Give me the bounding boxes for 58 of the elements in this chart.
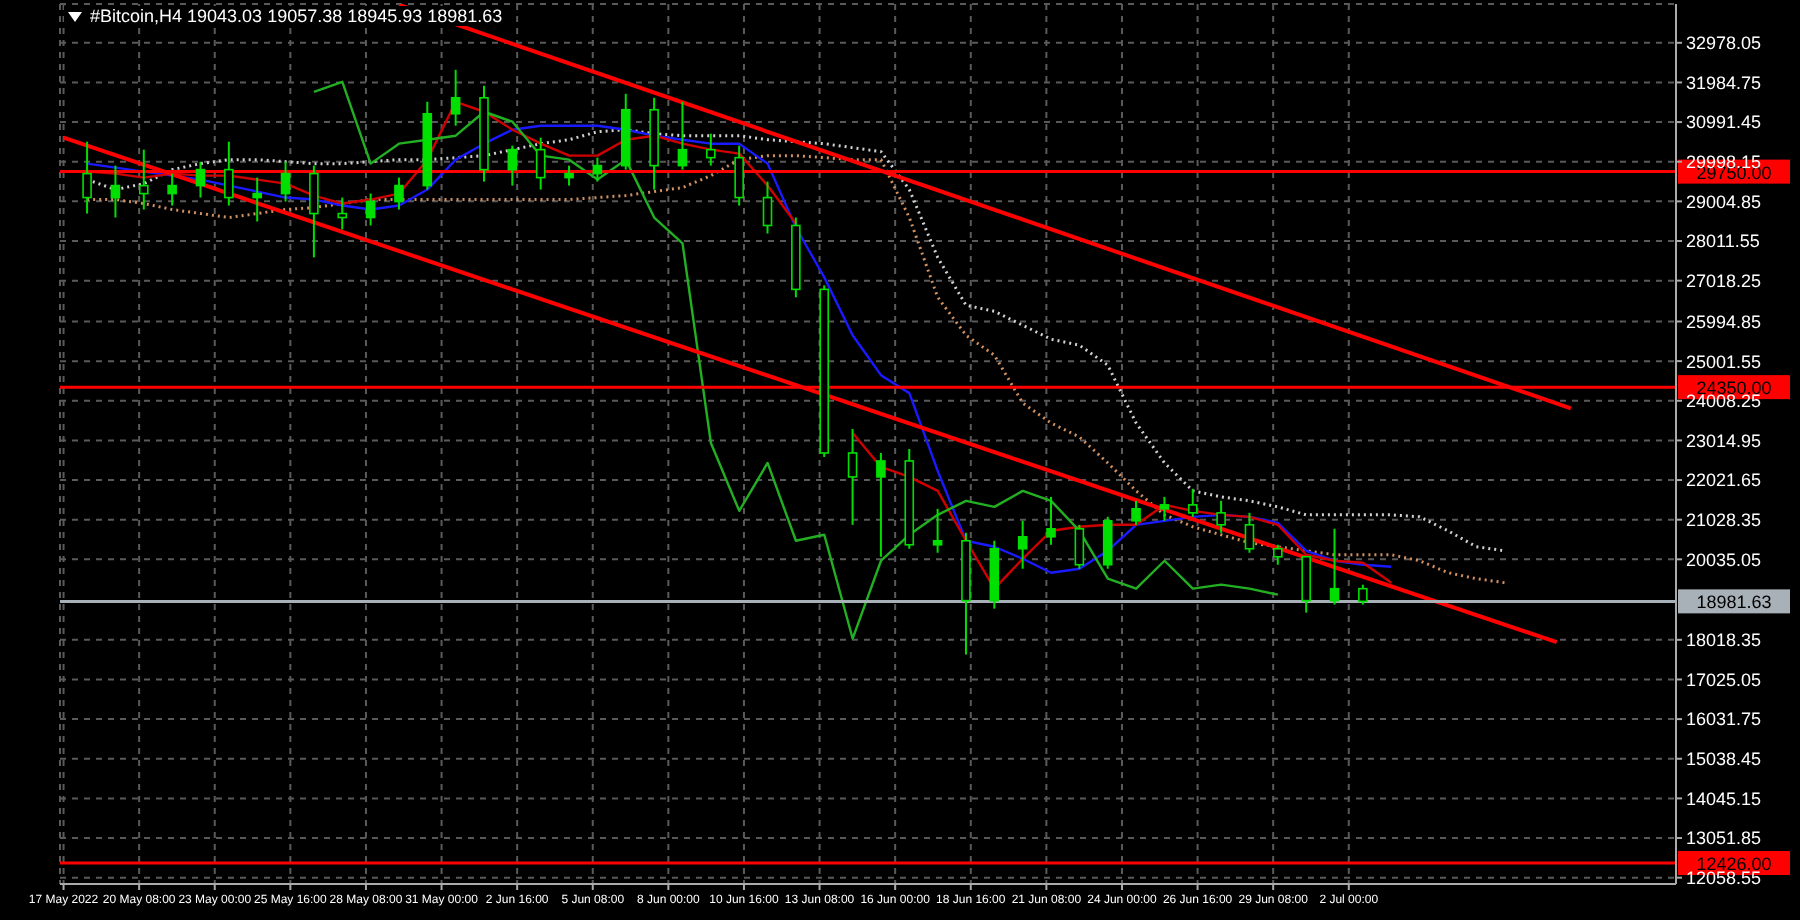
y-tick-label: 17025.05 <box>1686 669 1762 690</box>
candlestick <box>309 164 319 259</box>
candlestick <box>365 192 376 227</box>
y-tick-label: 22021.65 <box>1686 470 1762 491</box>
y-tick-label: 16031.75 <box>1686 709 1762 730</box>
candlestick <box>280 160 291 203</box>
ref-line-label: 18981.63 <box>1696 592 1772 613</box>
y-tick-label: 28011.55 <box>1686 231 1760 252</box>
y-tick-label: 13051.85 <box>1686 828 1762 849</box>
candlestick <box>734 144 744 207</box>
candlestick <box>1273 543 1283 566</box>
y-tick-label: 25994.85 <box>1686 311 1762 332</box>
candlestick <box>876 451 886 558</box>
y-tick-label: 18018.35 <box>1686 630 1762 651</box>
candlestick <box>195 160 206 199</box>
candlestick <box>394 176 404 211</box>
y-tick-label: 32978.05 <box>1686 33 1762 54</box>
y-tick-label: 14045.15 <box>1686 788 1762 809</box>
candlestick <box>1187 487 1198 518</box>
candlestick <box>1046 495 1056 546</box>
candlestick <box>677 100 688 171</box>
candlestick <box>1329 527 1340 606</box>
candlestick <box>252 176 262 223</box>
candlestick <box>1017 519 1028 570</box>
candlestick <box>224 140 234 207</box>
y-tick-label: 15038.45 <box>1686 749 1762 770</box>
candlestick <box>706 132 716 167</box>
candlestick <box>138 148 149 211</box>
candlestick <box>1131 499 1141 526</box>
y-tick-label: 30991.45 <box>1686 112 1762 133</box>
candlestick <box>167 172 177 207</box>
candlestick <box>110 164 121 219</box>
candlestick <box>847 428 858 526</box>
candlestick <box>337 196 348 231</box>
y-tick-label: 25001.55 <box>1686 351 1762 372</box>
candlestick <box>1301 555 1311 614</box>
candlestick <box>1358 583 1368 606</box>
candlestick <box>1102 515 1113 570</box>
line-series <box>312 80 1280 640</box>
candlestick <box>1074 523 1085 570</box>
candlestick <box>1159 495 1170 522</box>
candlestick <box>82 140 92 215</box>
candlestick <box>535 136 546 191</box>
y-tick-label: 31984.75 <box>1686 72 1762 93</box>
y-tick-label: 23014.95 <box>1686 430 1762 451</box>
candlestick <box>1216 499 1226 534</box>
candlestick <box>507 144 518 187</box>
y-tick-label: 29004.85 <box>1686 191 1762 212</box>
candlestick <box>592 156 603 183</box>
candlestick <box>932 507 943 554</box>
y-tick-label: 20035.05 <box>1686 549 1762 570</box>
y-tick-label: 27018.25 <box>1686 271 1762 292</box>
candlestick <box>564 164 574 187</box>
chart-title: #Bitcoin,H4 19043.03 19057.38 18945.93 18981.63 <box>90 6 503 26</box>
candlestick <box>762 180 773 235</box>
y-tick-label: 21028.35 <box>1686 510 1762 531</box>
candlestick <box>1244 511 1255 554</box>
candlestick <box>450 68 461 127</box>
